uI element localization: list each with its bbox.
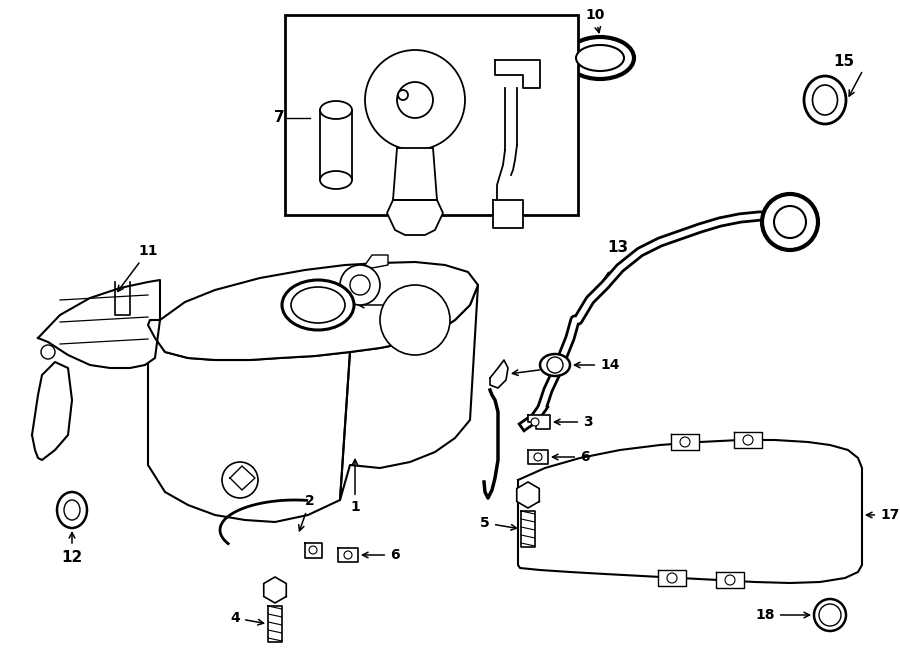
- Circle shape: [534, 453, 542, 461]
- Polygon shape: [490, 360, 508, 388]
- Ellipse shape: [804, 76, 846, 124]
- Text: 17: 17: [867, 508, 899, 522]
- Circle shape: [547, 357, 563, 373]
- Polygon shape: [671, 434, 699, 450]
- Circle shape: [344, 551, 352, 559]
- Polygon shape: [734, 432, 762, 448]
- Text: 5: 5: [481, 516, 517, 530]
- Text: 18: 18: [755, 608, 809, 622]
- Polygon shape: [528, 450, 548, 464]
- Polygon shape: [340, 285, 478, 500]
- Polygon shape: [521, 511, 535, 547]
- Polygon shape: [148, 262, 478, 360]
- Polygon shape: [517, 482, 539, 508]
- Polygon shape: [658, 570, 686, 586]
- Circle shape: [397, 82, 433, 118]
- Text: 16: 16: [512, 361, 564, 375]
- Polygon shape: [495, 60, 540, 88]
- Ellipse shape: [320, 101, 352, 119]
- Polygon shape: [716, 572, 744, 588]
- Circle shape: [531, 418, 539, 426]
- Text: 6: 6: [363, 548, 400, 562]
- Circle shape: [380, 285, 450, 355]
- Circle shape: [743, 435, 753, 445]
- Polygon shape: [528, 415, 550, 429]
- Text: 10: 10: [585, 8, 605, 32]
- Circle shape: [774, 206, 806, 238]
- Polygon shape: [268, 606, 282, 642]
- Circle shape: [309, 546, 317, 554]
- Ellipse shape: [282, 280, 354, 330]
- Circle shape: [398, 90, 408, 100]
- Polygon shape: [38, 280, 160, 368]
- Polygon shape: [518, 440, 862, 583]
- Circle shape: [725, 575, 735, 585]
- Polygon shape: [387, 200, 443, 235]
- Ellipse shape: [320, 171, 352, 189]
- Text: 14: 14: [574, 358, 619, 372]
- Text: 13: 13: [607, 241, 628, 256]
- Text: 15: 15: [833, 54, 854, 69]
- Polygon shape: [365, 255, 388, 268]
- Text: 12: 12: [61, 550, 83, 565]
- Text: 7: 7: [274, 110, 285, 126]
- Circle shape: [350, 275, 370, 295]
- Ellipse shape: [576, 45, 624, 71]
- Text: 4: 4: [230, 611, 264, 625]
- Polygon shape: [264, 577, 286, 603]
- Circle shape: [680, 437, 690, 447]
- Text: 2: 2: [299, 494, 315, 531]
- Circle shape: [667, 573, 677, 583]
- Text: 8: 8: [475, 16, 485, 59]
- Circle shape: [762, 194, 818, 250]
- Circle shape: [819, 604, 841, 626]
- Text: 9: 9: [358, 298, 398, 312]
- Polygon shape: [393, 148, 437, 200]
- Ellipse shape: [64, 500, 80, 520]
- Polygon shape: [148, 325, 350, 522]
- Ellipse shape: [291, 287, 345, 323]
- Text: 11: 11: [118, 244, 158, 292]
- Polygon shape: [320, 110, 352, 180]
- Bar: [285, 15, 578, 215]
- Polygon shape: [305, 543, 322, 558]
- Circle shape: [340, 265, 380, 305]
- Ellipse shape: [540, 354, 570, 376]
- Text: 3: 3: [554, 415, 592, 429]
- Ellipse shape: [813, 85, 838, 115]
- Circle shape: [222, 462, 258, 498]
- Circle shape: [41, 345, 55, 359]
- Ellipse shape: [566, 37, 634, 79]
- Text: 6: 6: [553, 450, 590, 464]
- Polygon shape: [338, 548, 358, 562]
- Text: 1: 1: [350, 459, 360, 514]
- Ellipse shape: [814, 599, 846, 631]
- Polygon shape: [32, 362, 72, 460]
- Polygon shape: [493, 200, 523, 228]
- Polygon shape: [230, 466, 255, 490]
- Ellipse shape: [57, 492, 87, 528]
- Circle shape: [365, 50, 465, 150]
